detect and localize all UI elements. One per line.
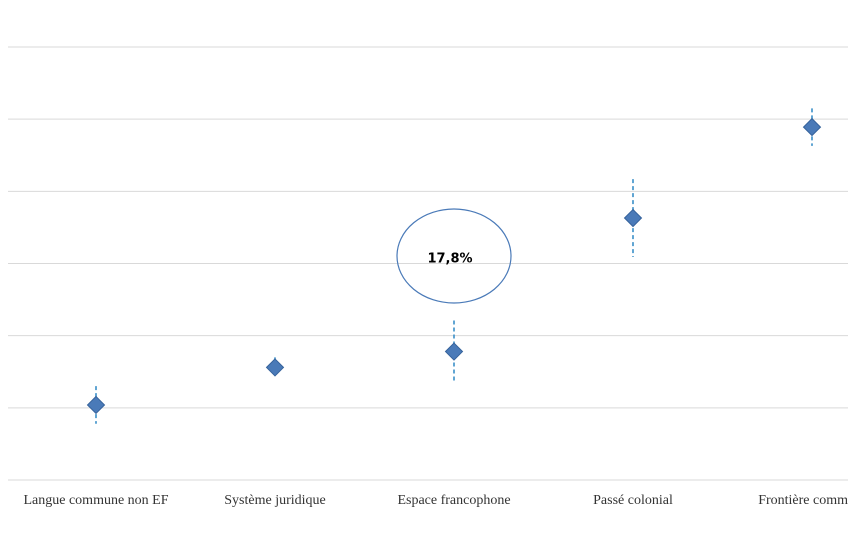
- point-marker: [444, 342, 464, 361]
- point-marker: [265, 358, 285, 377]
- x-tick-label: Passé colonial: [593, 493, 673, 508]
- x-tick-label: Frontière comm: [758, 493, 848, 508]
- x-tick-label: Espace francophone: [397, 493, 510, 508]
- point-marker: [802, 117, 822, 137]
- point-marker: [86, 395, 106, 415]
- annotation-text: 17,8%: [427, 252, 472, 267]
- x-tick-label: Langue commune non EF: [23, 493, 168, 508]
- point-marker: [623, 208, 643, 228]
- annotation-ellipse: [396, 208, 512, 304]
- x-tick-label: Système juridique: [224, 493, 326, 508]
